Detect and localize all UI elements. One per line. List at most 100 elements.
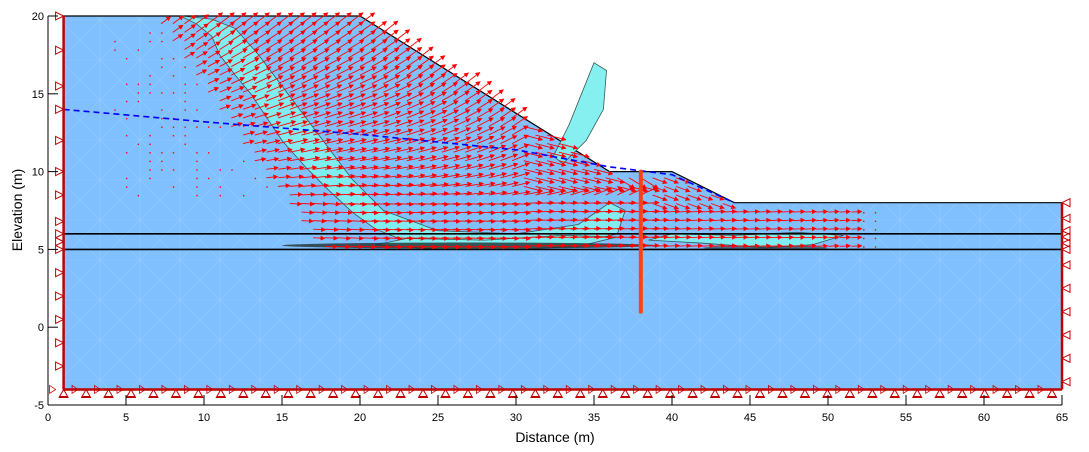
displacement-dot xyxy=(863,229,864,230)
displacement-dot xyxy=(196,109,197,110)
displacement-dot xyxy=(161,169,162,170)
y-tick-label: 20 xyxy=(32,11,44,23)
displacement-vector xyxy=(840,220,850,221)
y-tick-label: -5 xyxy=(34,400,44,412)
y-tick-label: 10 xyxy=(32,167,44,179)
displacement-dot xyxy=(173,58,174,59)
x-tick-label: 20 xyxy=(354,412,366,424)
displacement-vector xyxy=(816,237,827,238)
displacement-dot xyxy=(149,169,150,170)
displacement-dot xyxy=(266,186,267,187)
displacement-vector xyxy=(793,237,805,238)
displacement-vector xyxy=(851,229,861,230)
x-tick-label: 15 xyxy=(276,412,288,424)
displacement-vector xyxy=(840,229,850,230)
displacement-vector xyxy=(840,246,850,247)
displacement-vector xyxy=(290,203,301,204)
displacement-dot xyxy=(126,186,127,187)
displacement-dot xyxy=(173,126,174,127)
displacement-vector xyxy=(746,237,759,238)
x-tick-label: 10 xyxy=(198,412,210,424)
displacement-dot xyxy=(149,161,150,162)
displacement-vector xyxy=(770,211,782,212)
displacement-dot xyxy=(126,178,127,179)
x-tick-label: 65 xyxy=(1056,412,1068,424)
displacement-vector xyxy=(290,194,302,195)
x-tick-label: 5 xyxy=(123,412,129,424)
displacement-vector xyxy=(781,237,793,238)
x-tick-label: 45 xyxy=(744,412,756,424)
displacement-dot xyxy=(196,126,197,127)
y-tick-label: 15 xyxy=(32,89,44,101)
displacement-vector xyxy=(851,212,861,213)
displacement-vector xyxy=(758,211,770,212)
displacement-vector xyxy=(770,229,782,230)
displacement-dot xyxy=(875,221,876,222)
displacement-dot xyxy=(161,118,162,119)
displacement-vector xyxy=(828,246,839,247)
displacement-dot xyxy=(875,246,876,247)
displacement-dot xyxy=(243,161,244,162)
displacement-dot xyxy=(196,169,197,170)
displacement-dot xyxy=(149,75,150,76)
displacement-dot xyxy=(875,212,876,213)
x-tick-label: 0 xyxy=(45,412,51,424)
displacement-vector xyxy=(302,221,313,222)
displacement-dot xyxy=(149,84,150,85)
displacement-dot xyxy=(185,126,186,127)
displacement-dot xyxy=(173,152,174,153)
displacement-dot xyxy=(161,92,162,93)
displacement-dot xyxy=(173,186,174,187)
displacement-dot xyxy=(185,67,186,68)
displacement-vector xyxy=(477,81,491,92)
displacement-vector xyxy=(816,220,827,221)
displacement-vector xyxy=(781,211,793,212)
displacement-vector xyxy=(758,246,770,247)
displacement-vector xyxy=(302,203,315,204)
displacement-dot xyxy=(161,126,162,127)
displacement-vector xyxy=(851,237,861,238)
displacement-vector xyxy=(805,246,816,247)
y-tick-label: 5 xyxy=(38,244,44,256)
displacement-dot xyxy=(220,169,221,170)
displacement-dot xyxy=(126,84,127,85)
displacement-vector xyxy=(793,246,805,247)
displacement-dot xyxy=(231,169,232,170)
displacement-vector xyxy=(746,211,759,212)
displacement-dot xyxy=(138,195,139,196)
x-tick-label: 55 xyxy=(900,412,912,424)
displacement-dot xyxy=(149,92,150,93)
displacement-vector xyxy=(828,212,839,213)
displacement-dot xyxy=(185,84,186,85)
pin-support-icon xyxy=(50,385,56,393)
x-tick-label: 50 xyxy=(822,412,834,424)
displacement-dot xyxy=(138,101,139,102)
displacement-dot xyxy=(161,152,162,153)
displacement-vector xyxy=(746,229,759,230)
displacement-dot xyxy=(149,32,150,33)
displacement-dot xyxy=(185,144,186,145)
displacement-dot xyxy=(863,221,864,222)
displacement-dot xyxy=(114,109,115,110)
displacement-dot xyxy=(161,67,162,68)
displacement-dot xyxy=(863,238,864,239)
displacement-vector xyxy=(313,238,324,239)
displacement-dot xyxy=(114,41,115,42)
displacement-dot xyxy=(149,152,150,153)
displacement-dot xyxy=(185,101,186,102)
displacement-dot xyxy=(863,246,864,247)
slope-displacement-plot: 0 5 10 15 20 25 30 35 40 45 50 55 60 65-505101520 Dis… xyxy=(0,0,1089,452)
displacement-vector xyxy=(781,229,793,230)
displacement-dot xyxy=(126,118,127,119)
displacement-vector xyxy=(407,39,421,50)
displacement-dot xyxy=(185,92,186,93)
displacement-vector xyxy=(793,220,805,221)
displacement-dot xyxy=(173,135,174,136)
x-axis-title: Distance (m) xyxy=(515,429,594,445)
displacement-vector xyxy=(758,229,770,230)
displacement-dot xyxy=(126,135,127,136)
displacement-vector xyxy=(770,237,782,238)
displacement-dot xyxy=(208,126,209,127)
y-tick-label: 0 xyxy=(38,322,44,334)
x-tick-label: 25 xyxy=(432,412,444,424)
